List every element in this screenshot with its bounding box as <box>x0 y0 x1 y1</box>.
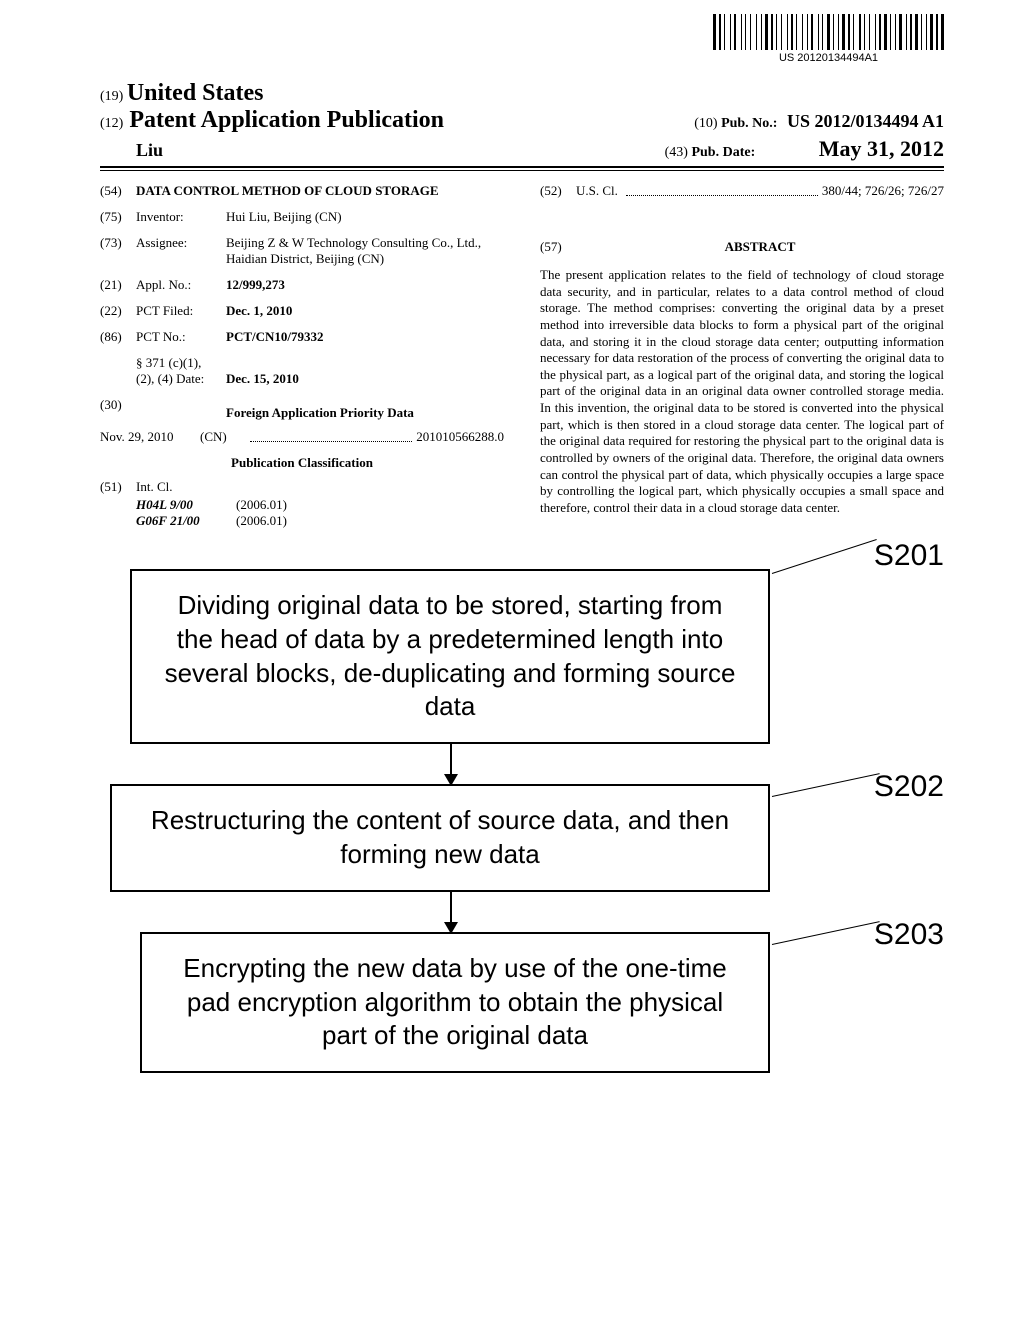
flow-step-2: Restructuring the content of source data… <box>110 784 770 892</box>
document-header: (19) United States (12) Patent Applicati… <box>100 80 944 171</box>
intcl-1-edition: (2006.01) <box>236 497 287 513</box>
flow-arrow-1 <box>450 744 452 784</box>
title-code: (54) <box>100 183 136 199</box>
uscl-extra: ; 726/26; 726/27 <box>858 183 944 199</box>
pubno-code: (10) <box>694 116 717 131</box>
flow-label-2: S202 <box>874 770 944 804</box>
assignee-code: (73) <box>100 235 136 267</box>
pctno-value: PCT/CN10/79332 <box>226 329 504 345</box>
intcl-2-symbol: G06F 21/00 <box>136 513 236 529</box>
foreign-appnum: 201010566288.0 <box>416 429 504 445</box>
flow-label-3: S203 <box>874 918 944 952</box>
s371-value: Dec. 15, 2010 <box>226 371 504 387</box>
s371-spacer <box>100 355 136 387</box>
lead-line-2 <box>772 773 880 797</box>
barcode-region: US 20120134494A1 <box>713 14 944 64</box>
pctno-code: (86) <box>100 329 136 345</box>
biblio-right-column: (52) U.S. Cl. 380/44; 726/26; 726/27 (57… <box>540 183 944 529</box>
applno-label: Appl. No.: <box>136 277 226 293</box>
invention-title: DATA CONTROL METHOD OF CLOUD STORAGE <box>136 183 504 199</box>
pub-classification-title: Publication Classification <box>100 455 504 471</box>
barcode-text: US 20120134494A1 <box>713 52 944 64</box>
inventor-label: Inventor: <box>136 209 226 225</box>
dot-leader <box>626 183 818 196</box>
pubdate-value: May 31, 2012 <box>819 136 944 161</box>
abstract-text: The present application relates to the f… <box>540 267 944 516</box>
uscl-label: U.S. Cl. <box>576 183 618 199</box>
pub-title: Patent Application Publication <box>129 107 444 134</box>
intcl-code: (51) <box>100 479 136 495</box>
pctfiled-code: (22) <box>100 303 136 319</box>
foreign-date: Nov. 29, 2010 <box>100 429 200 445</box>
flow-arrow-2 <box>450 892 452 932</box>
intcl-2-edition: (2006.01) <box>236 513 287 529</box>
intcl-1-symbol: H04L 9/00 <box>136 497 236 513</box>
lead-line-3 <box>772 921 880 945</box>
flow-label-1: S201 <box>874 539 944 573</box>
country-name: United States <box>127 80 264 106</box>
pctfiled-label: PCT Filed: <box>136 303 226 319</box>
inventor-code: (75) <box>100 209 136 225</box>
s371-label: § 371 (c)(1), (2), (4) Date: <box>136 355 226 387</box>
foreign-priority-title: Foreign Application Priority Data <box>136 405 504 421</box>
assignee-name: Beijing Z & W Technology Consulting Co.,… <box>226 235 478 250</box>
abstract-label: ABSTRACT <box>576 239 944 255</box>
lead-line-1 <box>772 539 877 574</box>
barcode-graphic <box>713 14 944 50</box>
author-name: Liu <box>100 140 163 161</box>
dot-leader <box>250 429 412 442</box>
pubno-label: Pub. No.: <box>721 116 777 131</box>
biblio-left-column: (54) DATA CONTROL METHOD OF CLOUD STORAG… <box>100 183 504 529</box>
applno-value: 12/999,273 <box>226 277 504 293</box>
country-code: (19) <box>100 89 123 104</box>
applno-code: (21) <box>100 277 136 293</box>
uscl-value: 380/44 <box>822 183 858 199</box>
bibliographic-data: (54) DATA CONTROL METHOD OF CLOUD STORAG… <box>100 183 944 529</box>
uscl-code: (52) <box>540 183 576 199</box>
inventor-name: Hui Liu <box>226 209 267 224</box>
pub-code: (12) <box>100 116 123 132</box>
abstract-code: (57) <box>540 239 576 261</box>
foreign-code: (30) <box>100 397 136 429</box>
intcl-label: Int. Cl. <box>136 479 172 495</box>
pctno-label: PCT No.: <box>136 329 226 345</box>
pctfiled-value: Dec. 1, 2010 <box>226 303 504 319</box>
flow-step-1: Dividing original data to be stored, sta… <box>130 569 770 744</box>
flow-step-3: Encrypting the new data by use of the on… <box>140 932 770 1073</box>
pubdate-code: (43) <box>665 145 688 160</box>
pubdate-label: Pub. Date: <box>691 145 755 160</box>
header-rule <box>100 170 944 171</box>
pubno-value: US 2012/0134494 A1 <box>787 111 944 131</box>
assignee-label: Assignee: <box>136 235 226 267</box>
inventor-location: , Beijing (CN) <box>267 209 342 224</box>
foreign-country: (CN) <box>200 429 246 445</box>
flowchart-figure: Dividing original data to be stored, sta… <box>100 569 944 1073</box>
